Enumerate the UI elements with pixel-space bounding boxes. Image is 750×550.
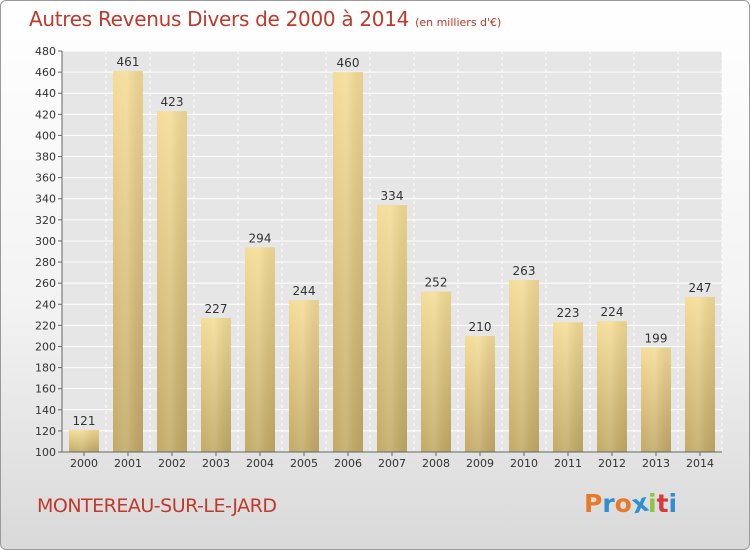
bar-shine [597,321,627,452]
x-tick-label: 2000 [70,457,98,470]
brand-letter: i [648,489,657,518]
bar-value-label: 461 [117,55,140,69]
y-tick-label: 380 [35,151,56,164]
y-tick-label: 180 [35,362,56,375]
y-tick-label: 160 [35,383,56,396]
bar-shine [553,322,583,452]
bar-value-label: 227 [205,302,228,316]
bar-shine [421,291,451,452]
y-tick-label: 320 [35,214,56,227]
y-tick-label: 120 [35,425,56,438]
x-tick-label: 2004 [246,457,274,470]
y-tick-label: 260 [35,277,56,290]
bar-value-label: 223 [557,306,580,320]
bar-value-label: 247 [689,281,712,295]
x-tick-label: 2009 [466,457,494,470]
y-tick-label: 420 [35,108,56,121]
bar-value-label: 244 [293,284,316,298]
title-row: Autres Revenus Divers de 2000 à 2014 (en … [29,7,501,31]
y-tick-label: 400 [35,129,56,142]
x-tick-label: 2010 [510,457,538,470]
bar-value-label: 224 [601,305,624,319]
y-tick-label: 360 [35,172,56,185]
bar-shine [509,279,539,452]
city-name: MONTEREAU-SUR-LE-JARD [37,495,277,517]
x-tick-label: 2008 [422,457,450,470]
brand-logo: Proxiti [584,488,678,520]
bar-shine [465,335,495,452]
x-tick-label: 2013 [642,457,670,470]
y-tick-label: 340 [35,193,56,206]
bar-shine [377,205,407,452]
bar-value-label: 263 [513,264,536,278]
x-tick-label: 2011 [554,457,582,470]
y-tick-label: 280 [35,256,56,269]
x-tick-label: 2002 [158,457,186,470]
brand-letter: i [668,489,678,518]
y-tick-label: 220 [35,319,56,332]
brand-letter: t [656,489,669,518]
bar-value-label: 294 [249,231,272,245]
brand-letter: o [614,489,632,518]
bar-value-label: 252 [425,276,448,290]
x-tick-label: 2006 [334,457,362,470]
bar-shine [201,317,231,452]
bar-shine [69,429,99,452]
bar-shine [641,347,671,452]
y-tick-label: 460 [35,66,56,79]
bar-shine [113,71,143,453]
bar-value-label: 460 [337,56,360,70]
bar-value-label: 199 [645,332,668,346]
bar-shine [157,111,187,453]
bar-value-label: 210 [469,320,492,334]
x-tick-label: 2012 [598,457,626,470]
chart-subtitle: (en milliers d'€) [415,16,502,29]
bar-value-label: 423 [161,95,184,109]
bar-shine [289,300,319,452]
bar-shine [333,72,363,453]
bar-shine [685,296,715,452]
brand-letter: P [584,489,603,518]
x-tick-label: 2005 [290,457,318,470]
x-tick-label: 2001 [114,457,142,470]
y-tick-label: 480 [35,45,56,58]
bar-shine [245,247,275,452]
bar-value-label: 121 [73,414,96,428]
y-tick-label: 140 [35,404,56,417]
brand-letter: r [602,489,615,518]
y-tick-label: 200 [35,340,56,353]
x-tick-label: 2014 [686,457,714,470]
y-tick-label: 240 [35,298,56,311]
bar-value-label: 334 [381,189,404,203]
y-tick-label: 100 [35,446,56,459]
x-tick-label: 2003 [202,457,230,470]
y-tick-label: 440 [35,87,56,100]
chart-title: Autres Revenus Divers de 2000 à 2014 [29,7,410,31]
x-tick-label: 2007 [378,457,406,470]
y-tick-label: 300 [35,235,56,248]
